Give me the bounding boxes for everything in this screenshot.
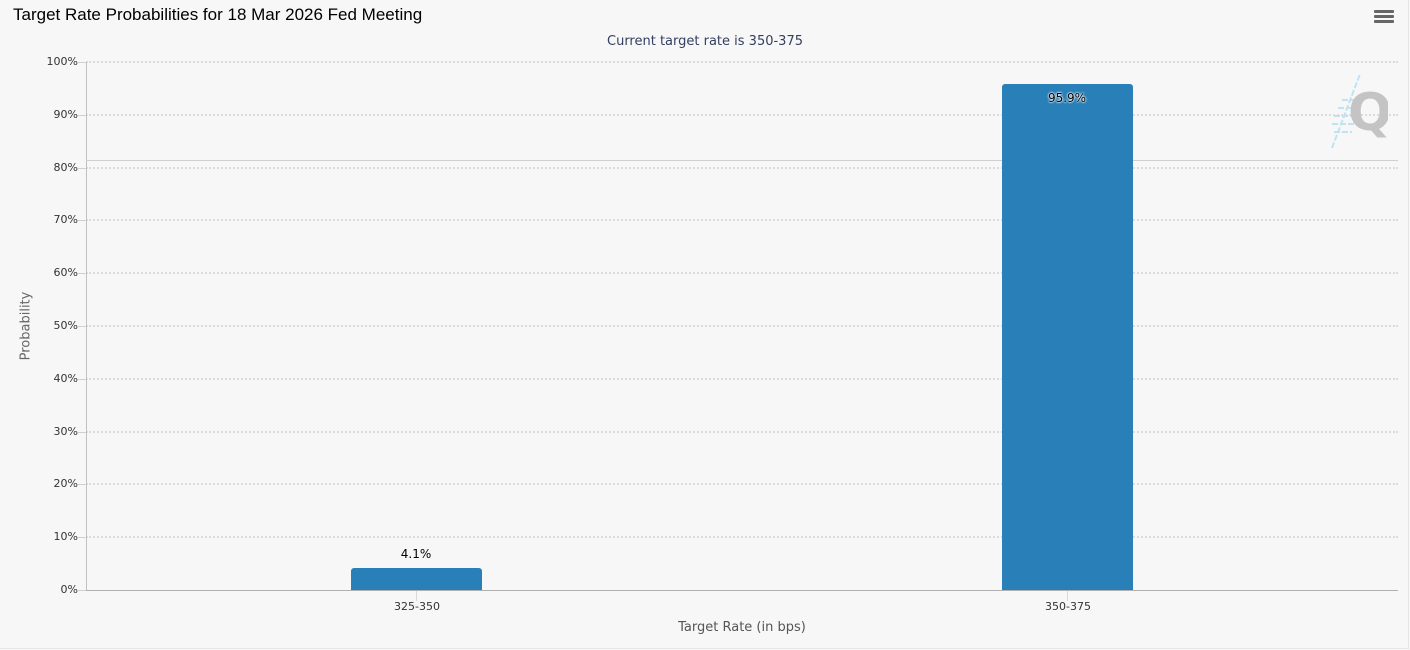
y-tick-mark — [78, 431, 86, 433]
y-tick-mark — [78, 62, 86, 63]
chart-subtitle: Current target rate is 350-375 — [607, 34, 803, 49]
y-tick-mark — [78, 273, 86, 275]
y-tick-label: 50% — [53, 319, 78, 332]
x-tick-mark — [1067, 591, 1068, 601]
y-gridline — [86, 377, 1398, 380]
y-gridline — [86, 325, 1398, 327]
svg-text:Q: Q — [1348, 83, 1388, 143]
x-tick-mark — [416, 591, 417, 601]
y-tick-label: 90% — [53, 107, 78, 121]
y-gridline — [86, 219, 1398, 222]
y-tick-label: 10% — [53, 530, 78, 544]
y-tick-mark — [78, 167, 86, 169]
y-gridline — [86, 536, 1398, 539]
chart-title: Target Rate Probabilities for 18 Mar 202… — [13, 5, 423, 24]
x-tick-label: 325-350 — [394, 600, 440, 613]
y-tick-label: 70% — [53, 213, 78, 227]
y-tick-label: 40% — [53, 371, 78, 385]
y-tick-label: 30% — [53, 424, 78, 438]
y-gridline — [86, 113, 1398, 116]
y-tick-mark — [78, 484, 86, 486]
y-gridline — [86, 166, 1398, 169]
y-tick-mark — [78, 590, 86, 591]
y-tick-label: 0% — [60, 583, 78, 596]
hamburger-menu-icon[interactable] — [1374, 10, 1394, 28]
y-tick-label: 80% — [53, 160, 78, 174]
x-axis-title: Target Rate (in bps) — [678, 620, 806, 635]
bar-data-label: 95.9% — [1047, 90, 1087, 105]
y-gridline — [86, 272, 1398, 275]
y-tick-mark — [78, 114, 86, 116]
y-tick-mark — [78, 378, 86, 380]
y-gridline — [86, 430, 1398, 433]
y-tick-mark — [78, 220, 86, 222]
bar-data-label: 4.1% — [400, 547, 432, 562]
reference-line — [86, 160, 1398, 161]
y-tick-mark — [78, 326, 86, 327]
watermark-logo-icon: Q — [1331, 73, 1388, 149]
y-gridline — [86, 61, 1398, 63]
y-tick-label: 20% — [53, 477, 78, 491]
bar-350-375[interactable] — [1002, 83, 1133, 590]
x-axis-line — [86, 590, 1398, 591]
x-tick-label: 350-375 — [1045, 600, 1091, 613]
bar-325-350[interactable] — [351, 568, 482, 590]
y-tick-label: 60% — [53, 266, 78, 280]
y-tick-mark — [78, 537, 86, 539]
y-gridline — [86, 483, 1398, 486]
y-tick-label: 100% — [46, 55, 78, 68]
y-axis-line — [86, 62, 87, 590]
